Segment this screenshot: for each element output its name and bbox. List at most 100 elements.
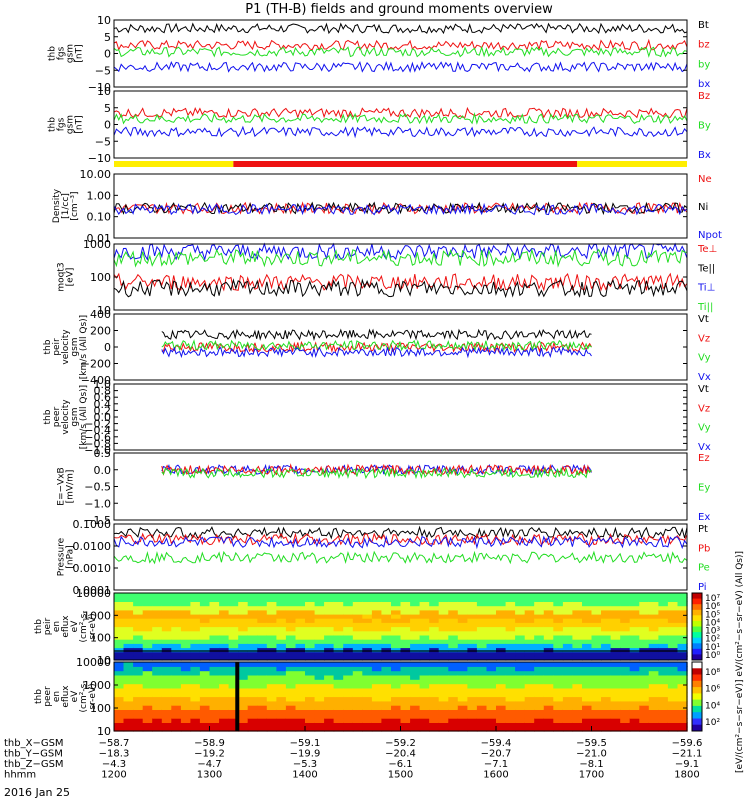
- heatmap-cell: [515, 609, 526, 615]
- heatmap-cell: [295, 709, 306, 715]
- heatmap-cell: [524, 662, 535, 667]
- heatmap-cell: [114, 718, 125, 723]
- heatmap-cell: [381, 639, 392, 644]
- heatmap-cell: [457, 726, 468, 732]
- heatmap-cell: [515, 618, 526, 623]
- heatmap-cell: [572, 618, 583, 623]
- heatmap-cell: [199, 670, 211, 676]
- heatmap-cell: [562, 726, 574, 732]
- heatmap-cell: [639, 605, 650, 611]
- heatmap-cell: [362, 692, 373, 698]
- heatmap-cell: [400, 662, 411, 667]
- y-tick-label: 5: [104, 102, 111, 115]
- heatmap-cell: [601, 713, 612, 719]
- heatmap-cell: [285, 726, 297, 732]
- heatmap-cell: [610, 670, 621, 676]
- heatmap-cell: [677, 622, 688, 628]
- y-tick-label: −5: [95, 64, 111, 77]
- heatmap-cell: [505, 718, 516, 723]
- heatmap-cell: [677, 593, 688, 598]
- heatmap-cell: [601, 674, 612, 680]
- heatmap-cell: [486, 634, 497, 640]
- heatmap-cell: [219, 613, 230, 619]
- heatmap-cell: [438, 687, 449, 693]
- heatmap-cell: [400, 651, 411, 657]
- heatmap-cell: [238, 666, 249, 672]
- y-axis-label: thb: [48, 46, 58, 61]
- heatmap-cell: [114, 609, 125, 615]
- heatmap-cell: [562, 647, 574, 653]
- heatmap-cell: [410, 655, 421, 661]
- heatmap-cell: [352, 713, 363, 719]
- heatmap-cell: [295, 687, 306, 693]
- heatmap-cell: [429, 622, 440, 628]
- heatmap-cell: [276, 613, 287, 619]
- heatmap-cell: [199, 643, 211, 649]
- heatmap-cell: [362, 670, 373, 676]
- heatmap-cell: [438, 593, 449, 598]
- heatmap-cell: [276, 722, 287, 728]
- legend-label: Bx: [698, 150, 711, 161]
- heatmap-cell: [496, 670, 507, 676]
- heatmap-cell: [142, 662, 153, 667]
- heatmap-cell: [400, 696, 411, 702]
- heatmap-cell: [133, 696, 144, 702]
- heatmap-cell: [629, 639, 640, 644]
- heatmap-cell: [219, 713, 230, 719]
- heatmap-cell: [343, 700, 354, 706]
- heatmap-cell: [534, 679, 545, 685]
- heatmap-cell: [180, 696, 192, 702]
- heatmap-cell: [457, 662, 468, 667]
- heatmap-cell: [142, 626, 153, 632]
- heatmap-cell: [314, 639, 325, 644]
- heatmap-cell: [591, 726, 602, 732]
- heatmap-cell: [419, 593, 430, 598]
- heatmap-cell: [371, 601, 383, 607]
- heatmap-cell: [562, 670, 574, 676]
- heatmap-cell: [199, 718, 211, 723]
- heatmap-cell: [219, 647, 230, 653]
- heatmap-cell: [123, 670, 134, 676]
- heatmap-cell: [620, 709, 631, 715]
- heatmap-cell: [238, 618, 249, 623]
- y-axis-label: gsm: [70, 407, 80, 426]
- heatmap-cell: [257, 687, 268, 693]
- heatmap-cell: [467, 709, 478, 715]
- heatmap-cell: [505, 709, 516, 715]
- heatmap-cell: [238, 651, 249, 657]
- heatmap-cell: [152, 618, 163, 623]
- heatmap-cell: [515, 683, 526, 689]
- colorbar2-band: [692, 712, 702, 719]
- heatmap-cell: [448, 700, 459, 706]
- y-axis-label: thb: [43, 339, 53, 354]
- heatmap-cell: [333, 630, 344, 636]
- heatmap-cell: [486, 593, 497, 598]
- heatmap-cell: [352, 601, 363, 607]
- heatmap-cell: [610, 609, 621, 615]
- heatmap-cell: [133, 651, 144, 657]
- heatmap-cell: [448, 683, 459, 689]
- heatmap-cell: [238, 692, 249, 698]
- heatmap-cell: [133, 613, 144, 619]
- heatmap-cell: [133, 655, 144, 661]
- heatmap-cell: [238, 643, 249, 649]
- panel-frame: [113, 19, 688, 88]
- heatmap-cell: [429, 626, 440, 632]
- heatmap-cell: [276, 662, 287, 667]
- bar-yellow: [114, 161, 234, 167]
- heatmap-cell: [381, 618, 392, 623]
- heatmap-cell: [247, 662, 258, 667]
- heatmap-cell: [171, 670, 182, 676]
- heatmap-cell: [333, 666, 344, 672]
- heatmap-cell: [142, 705, 153, 710]
- heatmap-cell: [391, 726, 402, 732]
- heatmap-cell: [620, 647, 631, 653]
- heatmap-cell: [400, 634, 411, 640]
- heatmap-cell: [199, 692, 211, 698]
- heatmap-cell: [314, 655, 325, 661]
- heatmap-cell: [476, 666, 488, 672]
- heatmap-cell: [591, 613, 602, 619]
- heatmap-cell: [410, 593, 421, 598]
- heatmap-cell: [362, 647, 373, 653]
